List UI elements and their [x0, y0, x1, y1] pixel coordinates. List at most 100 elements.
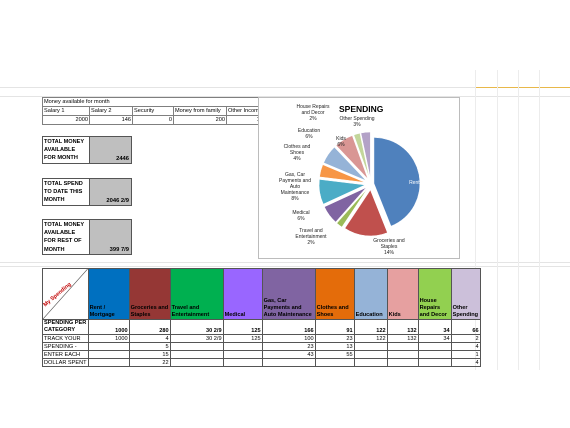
category-total[interactable]: 91 — [314, 319, 355, 335]
money-table-caption: Money available for month — [42, 97, 268, 107]
spend-entry[interactable] — [222, 358, 263, 367]
pie-slice[interactable] — [324, 187, 367, 223]
value-money-from-family[interactable]: 200 — [173, 115, 227, 125]
value-security[interactable]: 0 — [132, 115, 174, 125]
table-row: TRACK YOUR 1000 4 30 2/9 125 100 23 122 132 34 2 — [42, 334, 481, 343]
column-header: Travel and Entertainment — [169, 268, 224, 320]
category-total[interactable]: 125 — [222, 319, 263, 335]
total-spend-box: TOTAL SPEND TO DATE THIS MONTH 2046 2/9 — [42, 178, 132, 206]
summary-label: TOTAL MONEY AVAILABLE FOR REST OF MONTH — [43, 220, 90, 254]
pie-slice[interactable] — [344, 189, 388, 237]
spend-entry[interactable] — [87, 350, 130, 359]
spend-entry[interactable] — [169, 358, 224, 367]
spend-entry[interactable]: 30 2/9 — [169, 334, 224, 343]
pie-slice[interactable] — [335, 135, 369, 180]
spend-entry[interactable] — [169, 342, 224, 351]
spend-entry[interactable] — [87, 358, 130, 367]
spend-entry[interactable] — [353, 358, 388, 367]
spend-entry[interactable]: 122 — [353, 334, 388, 343]
summary-label: TOTAL SPEND TO DATE THIS MONTH — [43, 179, 90, 205]
spend-entry[interactable]: 22 — [128, 358, 171, 367]
spend-entry[interactable] — [169, 350, 224, 359]
row-label: ENTER EACH — [42, 350, 89, 359]
spend-entry[interactable] — [353, 342, 388, 351]
spend-entry[interactable]: 4 — [450, 342, 481, 351]
pie-slice-label: Kids 6% — [336, 136, 346, 148]
spend-entry[interactable] — [417, 342, 452, 351]
corner-cell: My Spending — [42, 268, 89, 320]
spend-entry[interactable]: 5 — [128, 342, 171, 351]
spend-entry[interactable] — [417, 358, 452, 367]
pie-slice[interactable] — [373, 137, 421, 227]
category-total[interactable]: 34 — [417, 319, 452, 335]
spend-entry[interactable]: 2 — [450, 334, 481, 343]
row-label: SPENDING PER CATEGORY — [42, 319, 89, 335]
table-row: SPENDING PER CATEGORY 1000 280 30 2/9 125 166… — [42, 319, 481, 335]
header-money-from-family: Money from family — [173, 106, 227, 116]
spend-entry[interactable] — [386, 342, 419, 351]
spend-entry[interactable]: 4 — [450, 358, 481, 367]
pie-slice-label: Travel and Entertainment 2% — [295, 228, 327, 246]
chart-title: SPENDING — [339, 104, 384, 114]
row-label: DOLLAR SPENT — [42, 358, 89, 367]
value-salary-2[interactable]: 146 — [89, 115, 133, 125]
value-salary-1[interactable]: 2000 — [42, 115, 90, 125]
header-salary-1: Salary 1 — [42, 106, 90, 116]
pie-slice-label: Groceries and Staples 14% — [373, 238, 405, 256]
spend-entry[interactable]: 132 — [386, 334, 419, 343]
spend-entry[interactable] — [386, 350, 419, 359]
spend-entry[interactable] — [353, 350, 388, 359]
category-total[interactable]: 30 2/9 — [169, 319, 224, 335]
pie-slice[interactable] — [319, 164, 366, 183]
summary-value: 2046 2/9 — [106, 198, 129, 204]
pie-slice-label: Medical 6% — [292, 210, 310, 222]
table-row: DOLLAR SPENT 22 4 — [42, 358, 481, 367]
spend-entry[interactable]: 23 — [261, 342, 316, 351]
spend-entry[interactable] — [417, 350, 452, 359]
spend-entry[interactable]: 1 — [450, 350, 481, 359]
category-total[interactable]: 132 — [386, 319, 419, 335]
pie-slice-label: Rent / Mortgage 40% — [409, 180, 445, 192]
category-total[interactable]: 66 — [450, 319, 481, 335]
category-total[interactable]: 1000 — [87, 319, 130, 335]
category-total[interactable]: 122 — [353, 319, 388, 335]
pie-slice[interactable] — [318, 179, 366, 205]
pie-slice[interactable] — [336, 188, 368, 228]
spending-table-wrap: My Spending Rent / Mortgage Groceries and… — [42, 268, 481, 367]
pie-slice-label: Gas, Car Payments and Auto Maintenance 8… — [279, 172, 311, 202]
total-money-available-box: TOTAL MONEY AVAILABLE FOR MONTH 2446 — [42, 136, 132, 164]
column-header: Groceries and Staples — [128, 268, 171, 320]
table-row: SPENDING - 5 23 13 4 — [42, 342, 481, 351]
pie-slice[interactable] — [360, 131, 371, 179]
column-header: Medical — [222, 268, 263, 320]
category-total[interactable]: 280 — [128, 319, 171, 335]
spend-entry[interactable]: 4 — [128, 334, 171, 343]
spending-pie-chart[interactable]: SPENDING Rent / Mortgage 40% Groceries an… — [258, 97, 460, 259]
spend-entry[interactable]: 15 — [128, 350, 171, 359]
pie-slice-label: House Repairs and Decor 2% — [296, 104, 330, 122]
spend-entry[interactable] — [222, 350, 263, 359]
spend-entry[interactable] — [314, 358, 355, 367]
total-remaining-box: TOTAL MONEY AVAILABLE FOR REST OF MONTH … — [42, 219, 132, 255]
spend-entry[interactable]: 43 — [261, 350, 316, 359]
summary-value: 2446 — [116, 156, 129, 162]
column-header: House Repairs and Decor — [417, 268, 452, 320]
pie-slice[interactable] — [323, 146, 367, 181]
spend-entry[interactable]: 100 — [261, 334, 316, 343]
summary-value: 399 7/9 — [109, 247, 129, 253]
spend-entry[interactable] — [87, 342, 130, 351]
category-total[interactable]: 166 — [261, 319, 316, 335]
spend-entry[interactable]: 1000 — [87, 334, 130, 343]
spend-entry[interactable]: 13 — [314, 342, 355, 351]
spend-entry[interactable] — [261, 358, 316, 367]
spend-entry[interactable]: 34 — [417, 334, 452, 343]
spend-entry[interactable]: 125 — [222, 334, 263, 343]
column-header: Other Spending — [450, 268, 481, 320]
column-header: Education — [353, 268, 388, 320]
spend-entry[interactable] — [386, 358, 419, 367]
spend-entry[interactable]: 23 — [314, 334, 355, 343]
spend-entry[interactable]: 55 — [314, 350, 355, 359]
spend-entry[interactable] — [222, 342, 263, 351]
pie-slice[interactable] — [353, 132, 370, 179]
